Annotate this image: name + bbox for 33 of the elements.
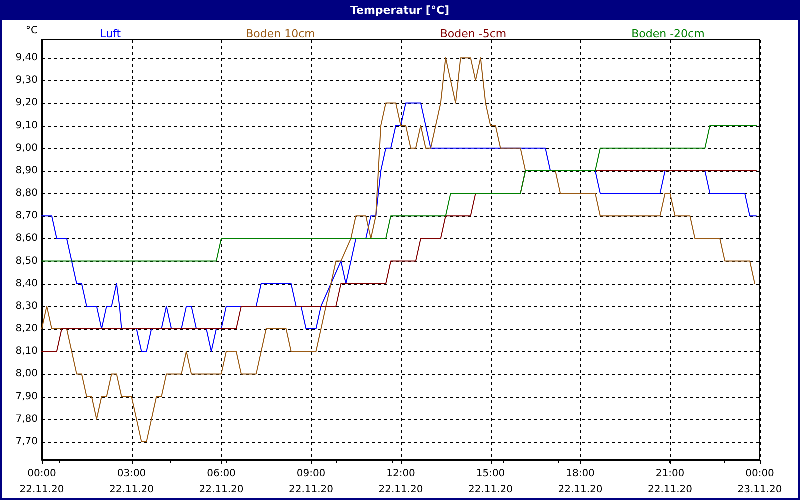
x-tick-label: 12:00 22.11.20 bbox=[378, 468, 424, 496]
y-tick-label: 8,10 bbox=[16, 346, 38, 358]
y-tick-label: 9,10 bbox=[16, 120, 38, 132]
y-tick-label: 9,20 bbox=[16, 98, 38, 109]
text: Luft bbox=[100, 28, 122, 40]
y-tick-label: 9,30 bbox=[16, 75, 38, 86]
x-tick-label: 09:00 22.11.20 bbox=[288, 468, 334, 496]
text: Boden -5cm bbox=[440, 28, 507, 40]
x-tick-label: 21:00 22.11.20 bbox=[648, 468, 693, 496]
x-tick-label: 00:00 23.11.20 bbox=[738, 468, 782, 496]
y-tick-label: 9,00 bbox=[16, 142, 38, 154]
y-tick-label: 9,40 bbox=[16, 52, 38, 64]
x-tick-label: 06:00 22.11.20 bbox=[199, 468, 244, 496]
x-tick-label: 03:00 22.11.20 bbox=[109, 468, 154, 496]
y-tick-label: 8,90 bbox=[16, 165, 38, 176]
y-tick-label: 8,40 bbox=[16, 278, 38, 290]
x-tick-label: 18:00 22.11.20 bbox=[558, 468, 603, 496]
text: Boden 10cm bbox=[246, 28, 316, 40]
y-tick-label: 8,80 bbox=[16, 188, 38, 200]
y-tick-label: 8,60 bbox=[16, 233, 38, 244]
x-tick-label: 00:00 22.11.20 bbox=[20, 468, 64, 496]
y-tick-label: 8,30 bbox=[16, 300, 38, 312]
y-tick-label: 8,00 bbox=[16, 368, 38, 380]
text: Boden -20cm bbox=[632, 28, 705, 40]
y-tick-label: 8,70 bbox=[16, 210, 38, 222]
y-tick-label: 8,50 bbox=[16, 256, 38, 267]
y-tick-label: 7,70 bbox=[16, 436, 38, 448]
y-tick-label: 7,90 bbox=[16, 391, 38, 402]
y-axis-title: °C bbox=[26, 26, 38, 36]
chart-title: Temperatur [°C] bbox=[2, 2, 798, 20]
x-tick-label: 15:00 22.11.20 bbox=[468, 468, 514, 496]
y-tick-label: 8,20 bbox=[16, 324, 38, 335]
y-tick-label: 7,80 bbox=[16, 414, 38, 425]
